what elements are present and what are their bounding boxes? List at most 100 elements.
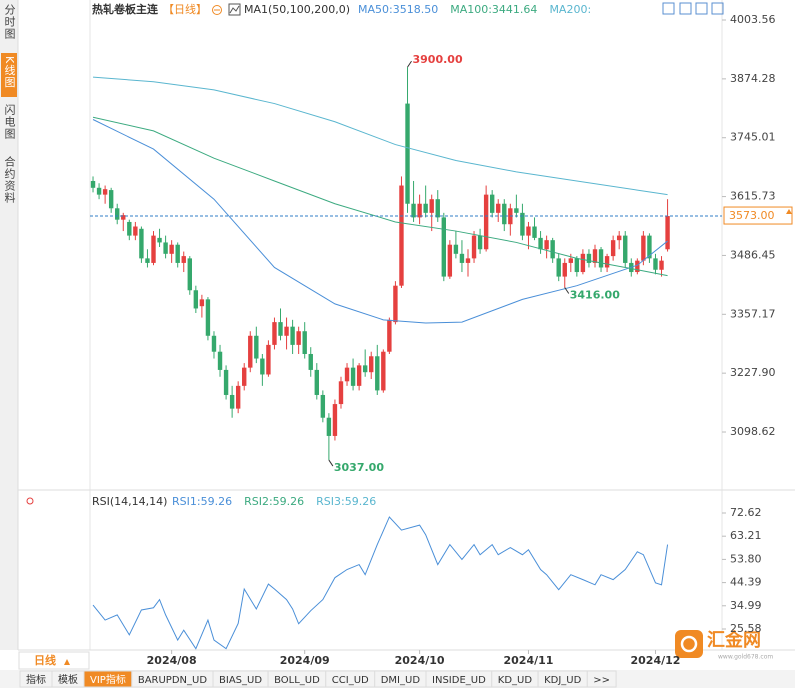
candle-body bbox=[598, 249, 604, 268]
line-series bbox=[92, 116, 668, 277]
toolbar-item[interactable]: INSIDE_UD bbox=[432, 675, 486, 686]
icon-button[interactable] bbox=[662, 2, 675, 15]
period-select-label[interactable]: 日线 bbox=[34, 653, 56, 667]
sidebar bbox=[0, 0, 18, 650]
annotation-leader bbox=[407, 60, 412, 68]
candle-body bbox=[417, 203, 422, 218]
candle-body bbox=[326, 417, 332, 436]
candle-body bbox=[133, 226, 138, 236]
candle-body bbox=[139, 228, 144, 259]
sidebar-tab-label[interactable]: 合约资料 bbox=[3, 155, 16, 204]
sidebar-tab-label[interactable]: 分时图 bbox=[3, 4, 16, 40]
candle-body bbox=[411, 203, 416, 218]
candle-body bbox=[592, 249, 598, 263]
candle-body bbox=[272, 322, 277, 345]
toolbar-item[interactable]: 模板 bbox=[58, 673, 78, 686]
candle-body bbox=[532, 226, 537, 238]
legend-entry: MA100:3441.64 bbox=[450, 3, 537, 16]
annotation-label: 3416.00 bbox=[570, 289, 620, 302]
sidebar-tab-label[interactable]: 闪电图 bbox=[3, 103, 16, 140]
period-label[interactable]: 【日线】 bbox=[163, 2, 207, 16]
candle-body bbox=[350, 367, 356, 386]
toolbar-item[interactable]: BARUPDN_UD bbox=[138, 675, 207, 686]
toolbar-item[interactable]: DMI_UD bbox=[381, 675, 421, 686]
candle-body bbox=[544, 240, 549, 250]
y-tick-label: 53.80 bbox=[730, 552, 762, 565]
candle-body bbox=[483, 194, 489, 250]
candle-body bbox=[217, 351, 223, 370]
candle-body bbox=[526, 226, 531, 236]
y-tick-label: 3357.17 bbox=[730, 307, 776, 320]
annotation-leader bbox=[328, 459, 334, 467]
toolbar-tab[interactable] bbox=[586, 670, 617, 688]
candle-body bbox=[223, 369, 229, 395]
candle-body bbox=[260, 358, 265, 375]
candle-body bbox=[163, 242, 168, 254]
legend-entry: RSI1:59.26 bbox=[172, 495, 232, 508]
candle-body bbox=[574, 258, 580, 273]
candle-body bbox=[616, 235, 622, 241]
candle-body bbox=[145, 258, 150, 263]
x-tick-label: 2024/09 bbox=[280, 654, 330, 667]
candle-body bbox=[453, 244, 459, 254]
toolbar-item[interactable]: BIAS_UD bbox=[219, 675, 262, 686]
toolbar-item[interactable]: VIP指标 bbox=[90, 673, 126, 686]
sidebar-tab[interactable] bbox=[1, 53, 17, 97]
candle-body bbox=[405, 103, 410, 204]
toolbar-item[interactable]: 指标 bbox=[26, 673, 46, 686]
candle-body bbox=[338, 381, 344, 405]
annotation-label: 3900.00 bbox=[413, 53, 463, 66]
candle-body bbox=[332, 404, 338, 436]
sidebar-tab[interactable] bbox=[1, 153, 17, 211]
candle-body bbox=[356, 365, 362, 386]
indicator-icon[interactable] bbox=[228, 3, 241, 16]
x-tick-label: 2024/11 bbox=[503, 654, 553, 667]
candle-body bbox=[381, 351, 386, 391]
candle-body bbox=[235, 385, 241, 409]
candle-body bbox=[211, 335, 217, 352]
candle-body bbox=[387, 319, 392, 352]
candle-body bbox=[296, 331, 301, 345]
x-tick-label: 2024/12 bbox=[630, 654, 680, 667]
settings-icon[interactable] bbox=[26, 497, 34, 505]
y-tick-label: 3227.90 bbox=[730, 366, 776, 379]
collapse-icon[interactable] bbox=[212, 5, 222, 15]
chart-title: 热轧卷板主连 bbox=[92, 2, 159, 16]
candle-body bbox=[568, 258, 574, 263]
candle-body bbox=[115, 208, 120, 220]
candle-body bbox=[157, 237, 162, 243]
toolbar-item[interactable]: >> bbox=[593, 675, 610, 686]
candle-body bbox=[266, 344, 271, 375]
candle-body bbox=[496, 203, 501, 213]
candle-body bbox=[399, 185, 404, 286]
candle-body bbox=[435, 199, 440, 218]
candle-body bbox=[489, 194, 495, 213]
x-tick-label: 2024/10 bbox=[395, 654, 445, 667]
y-tick-label: 63.21 bbox=[730, 529, 762, 542]
toolbar-item[interactable]: KD_UD bbox=[498, 675, 533, 686]
candle-body bbox=[641, 235, 646, 261]
candle-body bbox=[514, 208, 519, 213]
candle-body bbox=[90, 180, 96, 188]
icon-button[interactable] bbox=[679, 2, 692, 15]
toolbar-item[interactable]: KDJ_UD bbox=[544, 675, 582, 686]
toolbar-item[interactable]: BOLL_UD bbox=[274, 675, 320, 686]
y-tick-label: 3486.45 bbox=[730, 248, 776, 261]
line-series bbox=[92, 76, 668, 196]
candle-body bbox=[375, 356, 380, 391]
toolbar-item[interactable]: CCI_UD bbox=[332, 675, 369, 686]
candle-body bbox=[205, 299, 211, 336]
sidebar-tab[interactable] bbox=[1, 1, 17, 49]
period-select[interactable] bbox=[18, 651, 90, 670]
icon-button[interactable] bbox=[695, 2, 708, 15]
sidebar-tab-label[interactable]: K线图 bbox=[3, 56, 16, 88]
candle-body bbox=[302, 331, 307, 354]
icon-button[interactable] bbox=[711, 2, 724, 15]
sidebar-tab[interactable] bbox=[1, 101, 17, 149]
annotation-label: 3037.00 bbox=[334, 461, 384, 474]
y-tick-label: 3615.73 bbox=[730, 190, 776, 203]
candle-body bbox=[254, 335, 259, 359]
candle-body bbox=[562, 262, 567, 277]
candle-body bbox=[659, 260, 664, 270]
